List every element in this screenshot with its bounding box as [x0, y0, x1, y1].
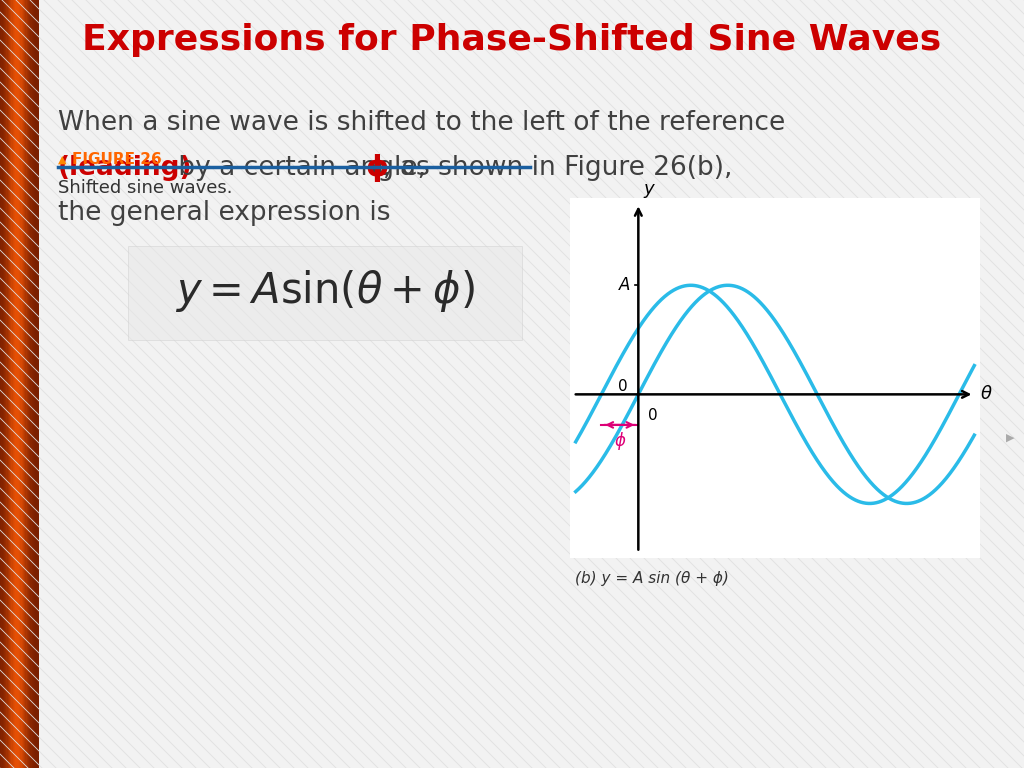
Text: (leading): (leading)	[58, 155, 193, 181]
Text: ▲: ▲	[58, 155, 67, 165]
Text: ϕ: ϕ	[365, 154, 388, 182]
Bar	[37, 0, 39, 768]
Bar	[31, 0, 32, 768]
Bar	[29, 0, 31, 768]
Bar	[16, 0, 18, 768]
Bar	[15, 0, 17, 768]
Text: When a sine wave is shifted to the left of the reference: When a sine wave is shifted to the left …	[58, 110, 785, 136]
Text: $y = A\sin(\theta + \phi)$: $y = A\sin(\theta + \phi)$	[175, 268, 475, 314]
FancyBboxPatch shape	[128, 246, 522, 340]
Bar	[0, 0, 2, 768]
Bar	[19, 0, 20, 768]
Bar	[33, 0, 35, 768]
Text: $A$: $A$	[618, 276, 632, 294]
Text: $\phi$: $\phi$	[613, 430, 626, 452]
Bar	[9, 0, 10, 768]
Text: Expressions for Phase-Shifted Sine Waves: Expressions for Phase-Shifted Sine Waves	[82, 23, 942, 57]
Bar	[4, 0, 5, 768]
Bar	[22, 0, 24, 768]
Text: the general expression is: the general expression is	[58, 200, 390, 226]
Bar	[25, 0, 26, 768]
Bar	[23, 0, 25, 768]
Text: Shifted sine waves.: Shifted sine waves.	[58, 179, 232, 197]
Bar	[14, 0, 15, 768]
Text: FIGURE 26: FIGURE 26	[72, 153, 162, 167]
Bar	[2, 0, 4, 768]
Bar	[27, 0, 29, 768]
Bar	[32, 0, 34, 768]
Bar	[5, 0, 7, 768]
Bar	[1, 0, 3, 768]
Bar	[7, 0, 9, 768]
Text: $0$: $0$	[647, 408, 657, 423]
Bar	[570, 198, 980, 558]
Bar	[17, 0, 19, 768]
Text: by a certain angle,: by a certain angle,	[170, 155, 434, 181]
Text: $0$: $0$	[617, 378, 628, 394]
Bar	[11, 0, 13, 768]
Bar	[26, 0, 27, 768]
Text: ▶: ▶	[1006, 433, 1014, 443]
Text: (b) y = A sin (θ + ϕ): (b) y = A sin (θ + ϕ)	[575, 571, 729, 585]
Text: , as shown in Figure 26(b),: , as shown in Figure 26(b),	[383, 155, 732, 181]
Bar	[36, 0, 37, 768]
Bar	[12, 0, 14, 768]
Bar	[28, 0, 30, 768]
Bar	[20, 0, 23, 768]
Text: $y$: $y$	[643, 182, 656, 200]
Bar	[6, 0, 8, 768]
Bar	[10, 0, 12, 768]
Bar	[34, 0, 36, 768]
Text: $\theta$: $\theta$	[980, 386, 992, 403]
